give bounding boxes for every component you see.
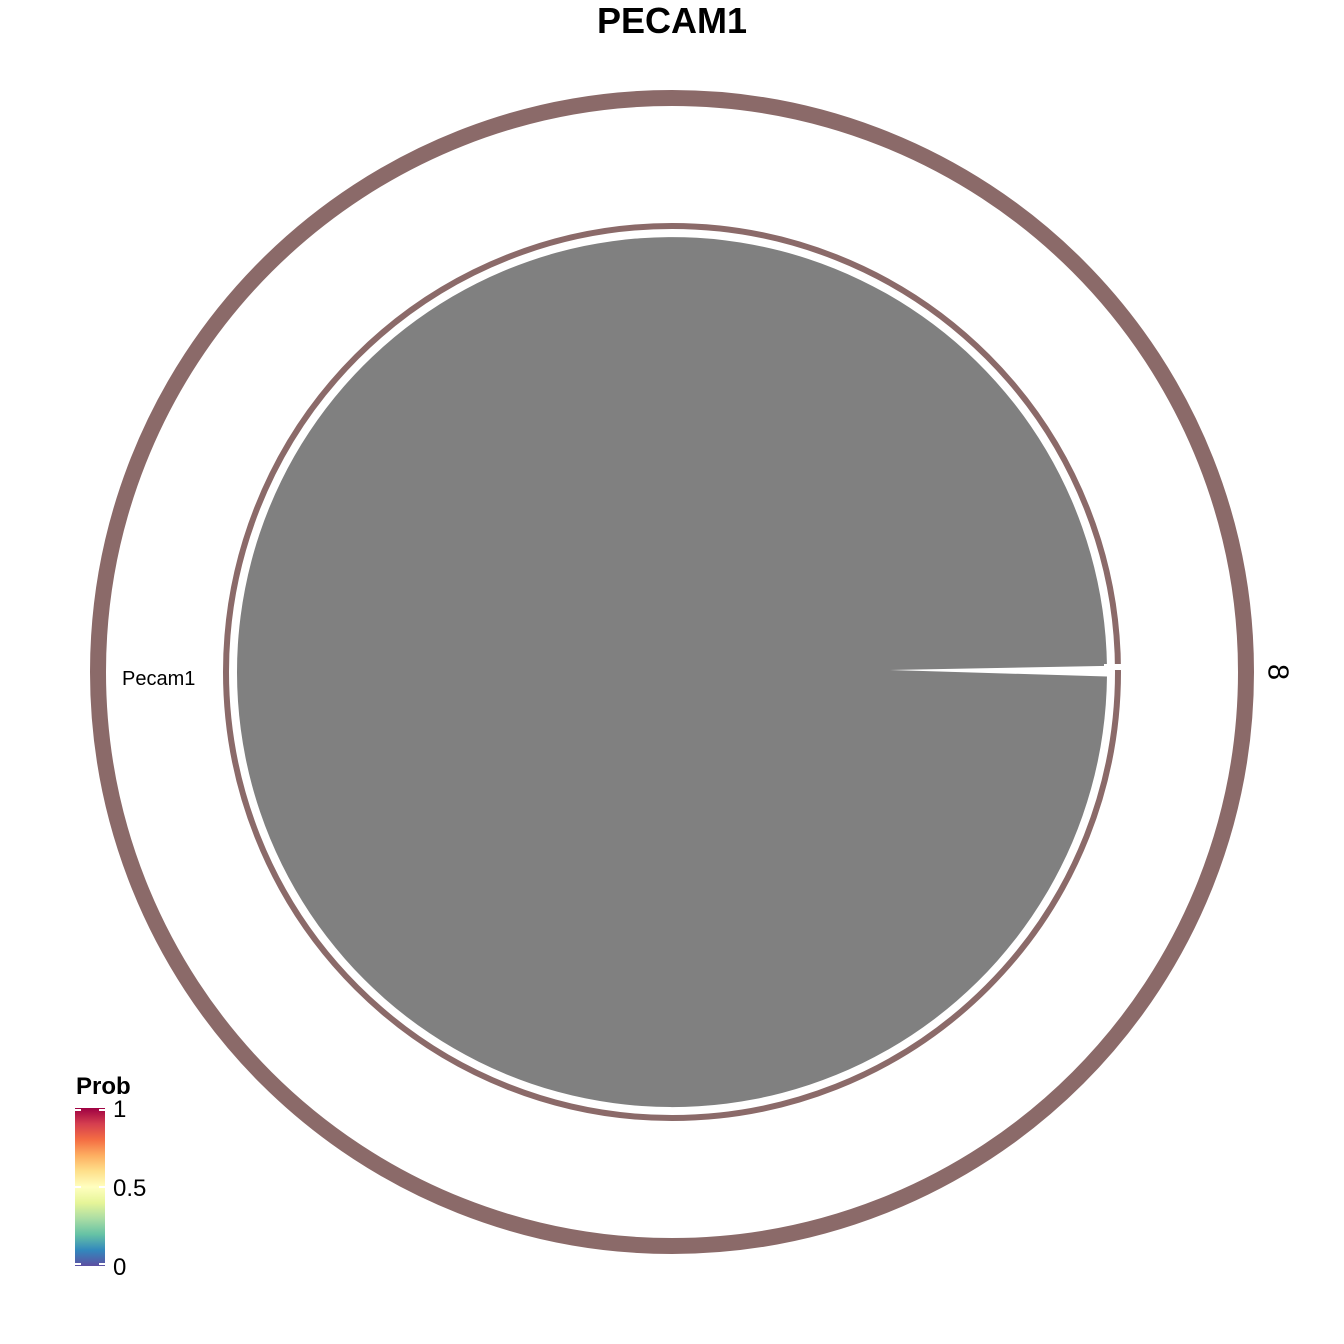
prob-legend: Prob 0 0.5 1 xyxy=(75,1073,146,1281)
legend-tick-label: 0.5 xyxy=(113,1175,146,1202)
chord-link xyxy=(237,237,1107,1108)
sector-label: 8 xyxy=(1261,664,1293,680)
gene-label: Pecam1 xyxy=(122,668,195,690)
legend-title: Prob xyxy=(76,1073,131,1100)
track-gap xyxy=(1104,664,1128,670)
legend-tick-label: 0 xyxy=(113,1254,126,1281)
sector-track-outer xyxy=(90,90,1254,1254)
gene-track-inner xyxy=(223,223,1121,1121)
legend-tick-label: 1 xyxy=(113,1096,126,1123)
chart-title: PECAM1 xyxy=(597,0,747,41)
